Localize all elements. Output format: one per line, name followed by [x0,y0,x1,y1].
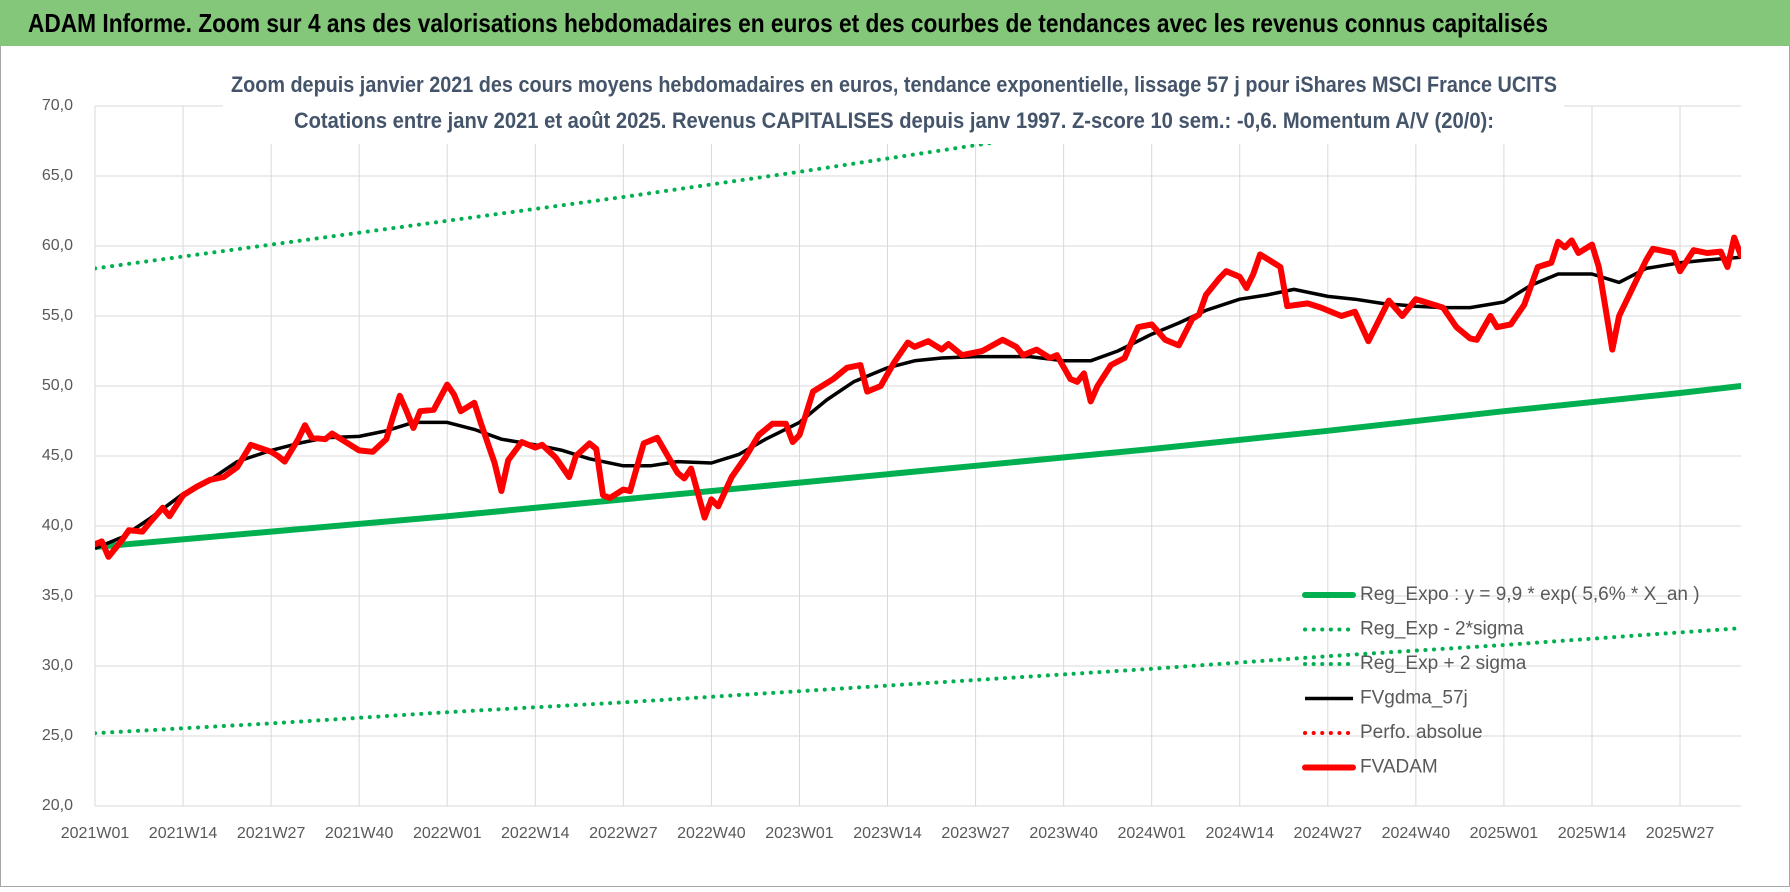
x-tick-label: 2024W14 [1205,825,1274,842]
x-tick-label: 2021W01 [61,825,130,842]
legend-label: Perfo. absolue [1360,722,1483,743]
title-box [223,68,1564,144]
x-tick-label: 2022W27 [589,825,658,842]
x-tick-label: 2025W27 [1646,825,1715,842]
x-tick-label: 2024W40 [1382,825,1451,842]
legend-label: FVADAM [1360,757,1438,778]
y-tick-label: 25,0 [42,727,73,744]
header-bar [0,0,1790,46]
header-title: ADAM Informe. Zoom sur 4 ans des valoris… [28,8,1548,38]
y-tick-label: 40,0 [42,517,73,534]
x-tick-label: 2025W01 [1470,825,1539,842]
chart-subtitle: Cotations entre janv 2021 et août 2025. … [294,108,1494,133]
x-tick-label: 2023W01 [765,825,834,842]
x-tick-label: 2021W14 [149,825,218,842]
legend-label: FVgdma_57j [1360,688,1468,709]
x-tick-label: 2024W27 [1294,825,1363,842]
x-tick-label: 2023W27 [941,825,1010,842]
y-tick-label: 65,0 [42,167,73,184]
x-tick-label: 2022W40 [677,825,746,842]
y-tick-label: 35,0 [42,587,73,604]
x-tick-label: 2024W01 [1117,825,1186,842]
y-tick-label: 45,0 [42,447,73,464]
y-tick-label: 30,0 [42,657,73,674]
legend-label: Reg_Expo : y = 9,9 * exp( 5,6% * X_an ) [1360,584,1700,605]
legend-label: Reg_Exp + 2 sigma [1360,653,1527,674]
y-tick-label: 50,0 [42,377,73,394]
chart-title: Zoom depuis janvier 2021 des cours moyen… [231,72,1557,97]
x-tick-label: 2023W40 [1029,825,1098,842]
axes: 20,0 25,0 30,0 35,0 40,0 45,0 50,0 55,0 60,0 65,0… [42,97,1715,842]
plot-area [95,106,1741,736]
x-tick-label: 2022W14 [501,825,570,842]
x-tick-label: 2025W14 [1558,825,1627,842]
x-tick-label: 2022W01 [413,825,482,842]
legend-label: Reg_Exp - 2*sigma [1360,619,1524,640]
y-tick-label: 20,0 [42,797,73,814]
y-tick-label: 55,0 [42,307,73,324]
x-tick-label: 2021W27 [237,825,306,842]
series-line [95,234,1741,560]
x-tick-label: 2023W14 [853,825,922,842]
x-tick-label: 2021W40 [325,825,394,842]
y-tick-label: 60,0 [42,237,73,254]
y-tick-label: 70,0 [42,97,73,114]
series-line [95,626,1741,736]
series-line [95,383,1741,550]
legend: Reg_Expo : y = 9,9 * exp( 5,6% * X_an ) R… [1302,584,1700,778]
series-line [95,255,1741,551]
